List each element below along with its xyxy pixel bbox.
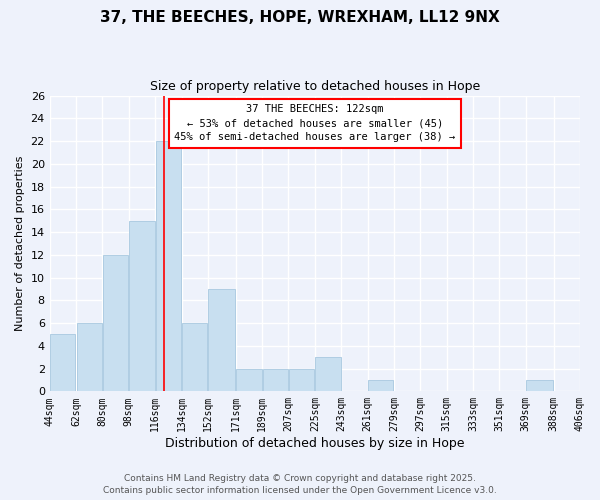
Bar bbox=[289, 368, 314, 392]
Bar bbox=[130, 220, 155, 392]
Bar bbox=[103, 255, 128, 392]
X-axis label: Distribution of detached houses by size in Hope: Distribution of detached houses by size … bbox=[165, 437, 464, 450]
Text: 37, THE BEECHES, HOPE, WREXHAM, LL12 9NX: 37, THE BEECHES, HOPE, WREXHAM, LL12 9NX bbox=[100, 10, 500, 25]
Bar bbox=[208, 289, 235, 392]
Bar bbox=[77, 323, 102, 392]
Bar bbox=[156, 141, 181, 392]
Title: Size of property relative to detached houses in Hope: Size of property relative to detached ho… bbox=[150, 80, 480, 93]
Bar bbox=[236, 368, 262, 392]
Bar bbox=[316, 357, 341, 392]
Text: 37 THE BEECHES: 122sqm
← 53% of detached houses are smaller (45)
45% of semi-det: 37 THE BEECHES: 122sqm ← 53% of detached… bbox=[174, 104, 455, 142]
Bar bbox=[526, 380, 553, 392]
Y-axis label: Number of detached properties: Number of detached properties bbox=[15, 156, 25, 331]
Bar bbox=[182, 323, 208, 392]
Bar bbox=[263, 368, 288, 392]
Text: Contains HM Land Registry data © Crown copyright and database right 2025.
Contai: Contains HM Land Registry data © Crown c… bbox=[103, 474, 497, 495]
Bar bbox=[50, 334, 76, 392]
Bar bbox=[368, 380, 394, 392]
